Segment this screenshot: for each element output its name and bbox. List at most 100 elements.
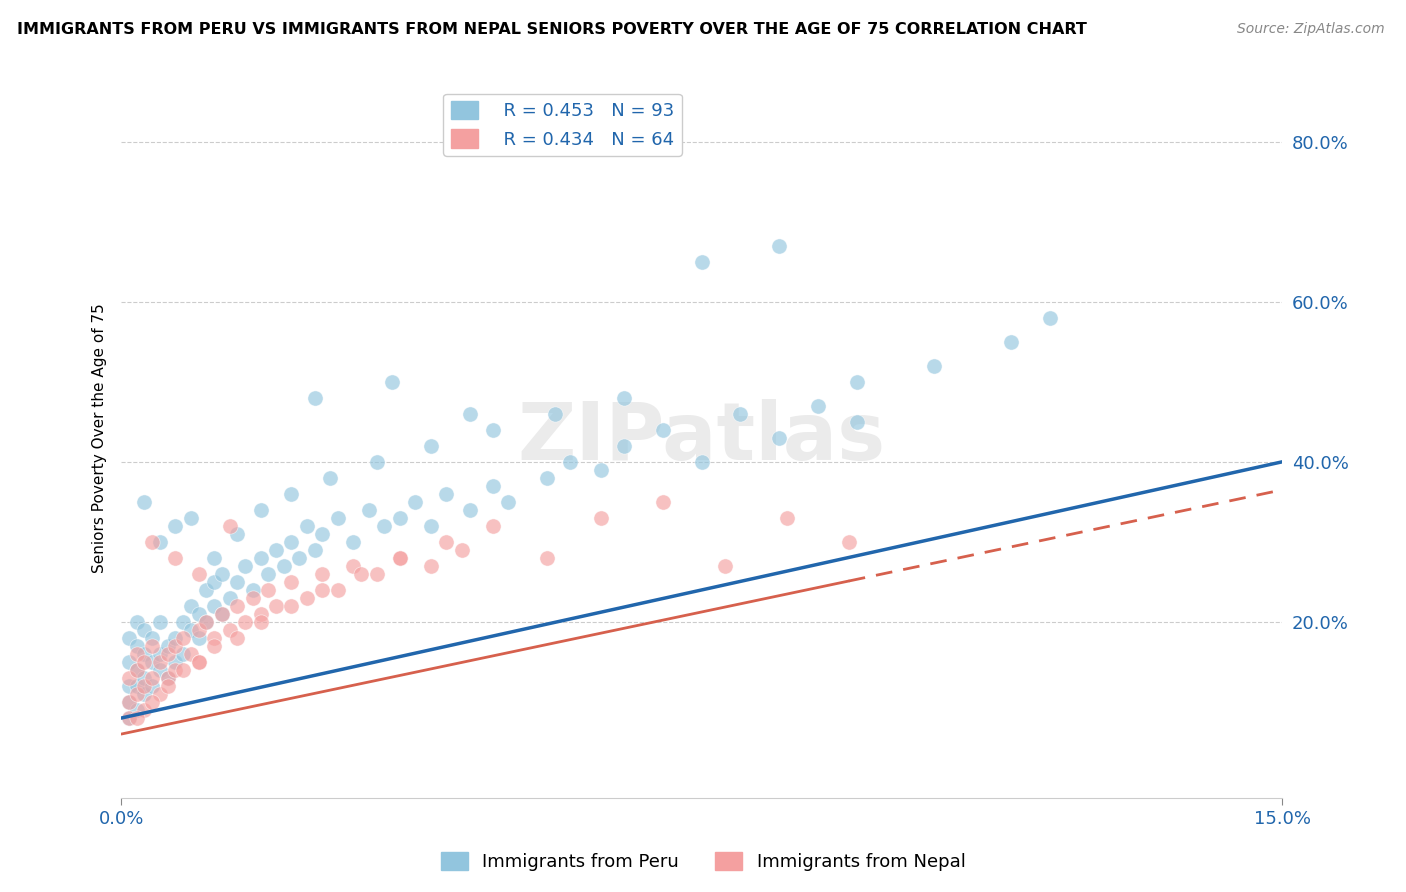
Point [280, 574, 302, 589]
Point [373, 519, 395, 533]
Point [165, 519, 187, 533]
Point [134, 679, 156, 693]
Point [326, 511, 349, 525]
Point [165, 655, 187, 669]
Point [118, 695, 141, 709]
Point [311, 582, 333, 597]
Point [366, 455, 388, 469]
Point [180, 623, 202, 637]
Point [845, 415, 868, 429]
Point [458, 407, 481, 421]
Point [388, 550, 411, 565]
Point [768, 238, 790, 252]
Point [536, 471, 558, 485]
Point [118, 711, 141, 725]
Point [450, 542, 472, 557]
Point [652, 423, 675, 437]
Point [156, 647, 179, 661]
Point [249, 615, 271, 629]
Point [280, 599, 302, 613]
Point [202, 599, 225, 613]
Y-axis label: Seniors Poverty Over the Age of 75: Seniors Poverty Over the Age of 75 [93, 303, 107, 573]
Point [481, 519, 503, 533]
Point [613, 439, 636, 453]
Point [326, 582, 349, 597]
Point [249, 550, 271, 565]
Point [311, 566, 333, 581]
Point [381, 375, 404, 389]
Point [180, 647, 202, 661]
Point [187, 607, 209, 621]
Text: ZIPatlas: ZIPatlas [517, 399, 886, 477]
Point [195, 615, 218, 629]
Point [149, 534, 172, 549]
Text: IMMIGRANTS FROM PERU VS IMMIGRANTS FROM NEPAL SENIORS POVERTY OVER THE AGE OF 75: IMMIGRANTS FROM PERU VS IMMIGRANTS FROM … [17, 22, 1087, 37]
Point [776, 511, 799, 525]
Point [233, 615, 256, 629]
Point [319, 471, 342, 485]
Point [134, 655, 156, 669]
Point [295, 591, 318, 605]
Point [1039, 310, 1062, 325]
Point [125, 663, 148, 677]
Point [141, 695, 163, 709]
Point [481, 423, 503, 437]
Point [141, 631, 163, 645]
Point [165, 550, 187, 565]
Point [591, 511, 613, 525]
Point [125, 639, 148, 653]
Point [125, 711, 148, 725]
Point [226, 527, 249, 541]
Point [195, 582, 218, 597]
Point [211, 566, 233, 581]
Point [304, 391, 326, 405]
Text: Source: ZipAtlas.com: Source: ZipAtlas.com [1237, 22, 1385, 37]
Point [388, 511, 411, 525]
Point [118, 631, 141, 645]
Point [165, 639, 187, 653]
Point [134, 495, 156, 509]
Point [172, 631, 194, 645]
Point [134, 647, 156, 661]
Point [172, 663, 194, 677]
Point [149, 655, 172, 669]
Point [125, 679, 148, 693]
Point [134, 687, 156, 701]
Point [156, 671, 179, 685]
Point [226, 599, 249, 613]
Point [1000, 334, 1022, 349]
Point [165, 631, 187, 645]
Point [845, 375, 868, 389]
Point [496, 495, 519, 509]
Point [125, 647, 148, 661]
Point [714, 558, 737, 573]
Point [156, 671, 179, 685]
Point [419, 519, 441, 533]
Point [134, 671, 156, 685]
Point [187, 566, 209, 581]
Point [125, 703, 148, 717]
Point [342, 534, 364, 549]
Point [273, 558, 295, 573]
Point [613, 391, 636, 405]
Point [264, 599, 287, 613]
Point [118, 695, 141, 709]
Point [187, 623, 209, 637]
Point [311, 527, 333, 541]
Point [202, 631, 225, 645]
Point [419, 439, 441, 453]
Point [218, 591, 240, 605]
Point [165, 663, 187, 677]
Point [211, 607, 233, 621]
Point [357, 503, 380, 517]
Point [280, 487, 302, 501]
Point [342, 558, 364, 573]
Point [118, 671, 141, 685]
Point [187, 631, 209, 645]
Point [233, 558, 256, 573]
Point [226, 574, 249, 589]
Point [434, 487, 457, 501]
Point [838, 534, 860, 549]
Point [922, 359, 945, 373]
Point [730, 407, 752, 421]
